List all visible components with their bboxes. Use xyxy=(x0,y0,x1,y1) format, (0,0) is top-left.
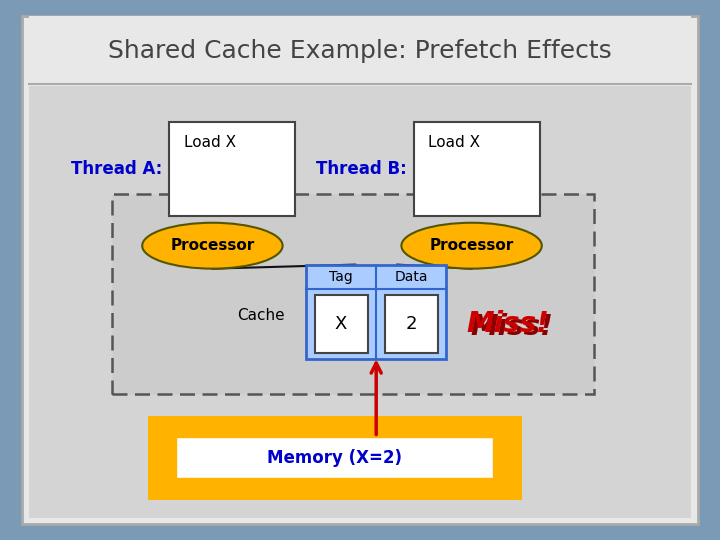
FancyBboxPatch shape xyxy=(148,416,522,500)
FancyBboxPatch shape xyxy=(384,295,438,353)
Ellipse shape xyxy=(402,222,542,268)
FancyBboxPatch shape xyxy=(315,295,367,353)
FancyBboxPatch shape xyxy=(176,437,493,478)
Text: Load X: Load X xyxy=(428,135,480,150)
Text: Miss!: Miss! xyxy=(467,310,549,338)
FancyBboxPatch shape xyxy=(29,16,691,84)
Text: Memory (X=2): Memory (X=2) xyxy=(267,449,402,467)
Text: Shared Cache Example: Prefetch Effects: Shared Cache Example: Prefetch Effects xyxy=(108,39,612,63)
FancyBboxPatch shape xyxy=(29,86,691,518)
Text: Processor: Processor xyxy=(429,238,514,253)
Text: Processor: Processor xyxy=(170,238,255,253)
Text: Miss!: Miss! xyxy=(471,313,553,341)
Text: Load X: Load X xyxy=(184,135,235,150)
FancyBboxPatch shape xyxy=(112,194,594,394)
FancyBboxPatch shape xyxy=(414,122,540,216)
Text: Cache: Cache xyxy=(237,308,284,323)
Text: Thread B:: Thread B: xyxy=(316,160,407,178)
FancyBboxPatch shape xyxy=(306,265,446,359)
Text: 2: 2 xyxy=(405,315,417,333)
FancyBboxPatch shape xyxy=(22,16,698,524)
Text: Data: Data xyxy=(395,270,428,284)
Text: Thread A:: Thread A: xyxy=(71,160,162,178)
Text: X: X xyxy=(335,315,347,333)
Ellipse shape xyxy=(142,222,282,268)
Text: Tag: Tag xyxy=(329,270,353,284)
FancyBboxPatch shape xyxy=(169,122,295,216)
